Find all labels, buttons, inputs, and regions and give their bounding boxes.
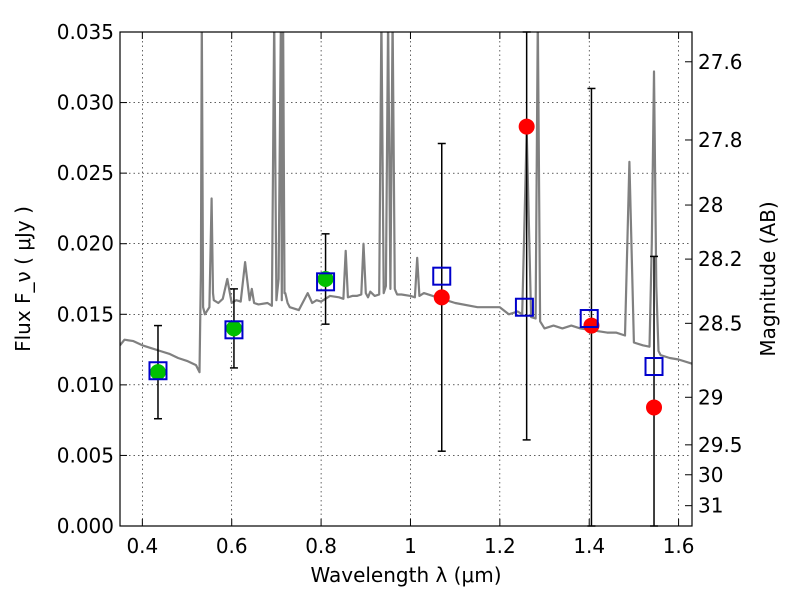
data-point [583, 317, 600, 334]
right-tick-label: 29.5 [698, 433, 743, 457]
x-tick-label: 1 [404, 534, 417, 558]
y-tick-label: 0.020 [57, 232, 114, 256]
right-tick-label: 31 [698, 494, 723, 518]
y-tick-label: 0.000 [57, 514, 114, 538]
model-square [644, 357, 664, 377]
right-tick-label: 29 [698, 385, 723, 409]
right-tick-label: 28 [698, 193, 723, 217]
data-point [646, 399, 663, 416]
marker-layer [148, 118, 664, 416]
x-axis-title: Wavelength λ (μm) [310, 563, 501, 587]
spectrum-line [120, 32, 692, 374]
axes-layer: 0.4 0.6 0.8 1 1.2 1.4 1.6 0.000 0.005 0.010 0.015 0… [57, 20, 743, 558]
y-tick-label: 0.015 [57, 302, 114, 326]
x-tick-label: 0.4 [126, 534, 158, 558]
right-tick-label: 28.5 [698, 311, 743, 335]
x-tick-label: 0.6 [216, 534, 248, 558]
x-tick-label: 1.2 [484, 534, 516, 558]
x-tick-label: 0.8 [305, 534, 337, 558]
model-square [514, 297, 534, 317]
y-tick-label: 0.010 [57, 373, 114, 397]
right-tick-label: 28.2 [698, 247, 743, 271]
model-square [316, 272, 336, 292]
right-tick-label: 27.8 [698, 128, 743, 152]
y-axis-title: Flux F_ν ( μJy ) [11, 206, 35, 352]
right-tick-label: 30 [698, 463, 723, 487]
data-point [225, 320, 242, 337]
x-tick-label: 1.6 [663, 534, 695, 558]
model-square [579, 309, 599, 329]
y-tick-label: 0.005 [57, 443, 114, 467]
data-point [433, 289, 450, 306]
y-tick-label: 0.035 [57, 20, 114, 44]
grid [120, 32, 692, 526]
spectrum-layer [120, 32, 692, 374]
model-square [432, 266, 452, 286]
plot-frame [119, 31, 693, 527]
x-tick-label: 1.4 [573, 534, 605, 558]
right-axis-title: Magnitude (AB) [756, 201, 780, 356]
y-tick-label: 0.025 [57, 161, 114, 185]
right-tick-label: 27.6 [698, 50, 743, 74]
data-point [518, 118, 535, 135]
data-point [149, 364, 166, 381]
errorbar-layer [153, 31, 659, 527]
y-tick-label: 0.030 [57, 91, 114, 115]
model-square [224, 320, 244, 340]
model-square [148, 361, 168, 381]
